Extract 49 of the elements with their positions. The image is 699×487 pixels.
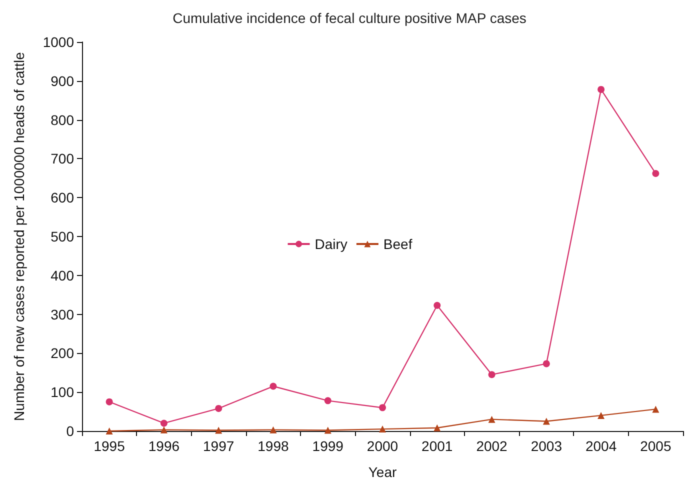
point: [652, 406, 660, 413]
point: [598, 412, 605, 419]
y-tick-label: 600: [50, 190, 74, 206]
point: [379, 426, 386, 433]
y-tick-label: 500: [50, 228, 74, 244]
point: [270, 426, 277, 434]
y-tick-label: 100: [50, 384, 74, 400]
x-tick-label: 2005: [640, 438, 672, 454]
point: [434, 302, 441, 309]
legend-label: Beef: [383, 236, 412, 252]
point: [106, 398, 113, 406]
y-tick-label: 900: [50, 72, 74, 89]
point: [160, 426, 168, 434]
x-tick-label: 1999: [312, 438, 344, 454]
point: [434, 424, 441, 432]
x-tick-label: 2004: [585, 438, 617, 454]
y-tick-label: 0: [66, 423, 74, 439]
x-tick-label: 2002: [476, 438, 508, 454]
y-tick-label: 300: [50, 306, 74, 322]
y-tick-label: 400: [50, 267, 74, 284]
x-tick-label: 2000: [366, 438, 398, 454]
x-tick-label: 1997: [203, 438, 234, 454]
point: [542, 360, 550, 368]
y-tick-label: 200: [50, 345, 74, 362]
point: [488, 371, 496, 378]
x-tick-label: 1995: [94, 438, 126, 454]
x-tick-label: 2001: [422, 438, 453, 454]
point: [488, 416, 496, 423]
point: [542, 418, 550, 425]
x-tick-label: 1996: [148, 438, 180, 454]
x-tick-label: 2003: [530, 438, 562, 454]
chart-title: Cumulative incidence of fecal culture positive MAP cases: [172, 10, 526, 26]
point: [215, 426, 222, 434]
point: [215, 404, 222, 412]
point: [324, 426, 332, 434]
x-tick-label: 1998: [258, 438, 290, 454]
point: [160, 420, 168, 427]
point: [598, 86, 605, 93]
x-axis-title: Year: [368, 464, 397, 480]
point: [324, 397, 332, 404]
point: [652, 170, 660, 177]
point: [106, 428, 113, 434]
point: [270, 382, 277, 390]
y-tick-label: 800: [50, 112, 74, 128]
y-tick-label: 700: [50, 150, 74, 167]
legend-label: Dairy: [314, 236, 348, 252]
y-tick-label: 1000: [42, 34, 74, 50]
point: [379, 404, 386, 412]
y-axis-title: Number of new cases reported per 1000000 heads of cattle: [11, 52, 27, 421]
